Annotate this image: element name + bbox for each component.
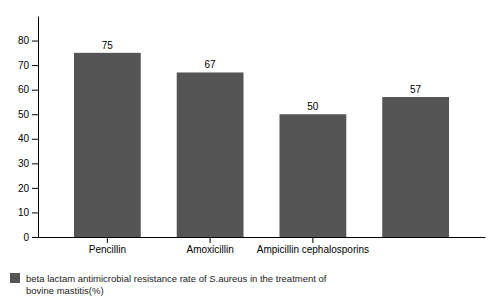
plot: 0 10 20 30 40 50 60 70 80 Pencillin Amoxicillin Amp…	[18, 17, 486, 256]
data-labels: 75 67 50 57	[102, 40, 422, 112]
y-tick-mark	[32, 114, 38, 115]
y-tick-mark	[32, 212, 38, 213]
x-tick: Ampicillin cephalosporins	[257, 237, 369, 255]
y-tick: 10	[18, 207, 38, 218]
data-label: 57	[410, 84, 422, 95]
x-tick-label: Pencillin	[89, 244, 126, 255]
y-tick-label: 50	[18, 109, 30, 120]
data-label: 67	[205, 59, 217, 70]
chart: 0 10 20 30 40 50 60 70 80 Pencillin Amoxicillin Amp…	[0, 0, 500, 307]
bar	[74, 53, 141, 237]
y-tick-label: 0	[23, 232, 29, 243]
y-tick-label: 10	[18, 207, 30, 218]
y-tick-mark	[32, 163, 38, 164]
y-tick-mark	[32, 41, 38, 42]
x-tick-label: Amoxicillin	[187, 244, 234, 255]
y-tick-label: 60	[18, 84, 30, 95]
y-tick-label: 40	[18, 133, 30, 144]
bar	[177, 72, 244, 237]
data-label: 75	[102, 40, 114, 51]
y-axis-line	[38, 17, 39, 238]
y-tick: 20	[18, 183, 38, 194]
y-tick: 30	[18, 158, 38, 169]
y-tick-mark	[32, 65, 38, 66]
x-tick-mark	[210, 237, 211, 243]
y-tick-mark	[32, 188, 38, 189]
legend-label: beta lactam antimicrobial resistance rat…	[26, 273, 327, 296]
y-tick: 80	[18, 35, 38, 46]
y-tick: 50	[18, 109, 38, 120]
y-tick-mark	[32, 237, 38, 238]
y-tick-mark	[32, 139, 38, 140]
x-tick-mark	[312, 237, 313, 243]
y-tick: 60	[18, 84, 38, 95]
y-tick: 70	[18, 60, 38, 71]
y-tick: 0	[23, 232, 38, 243]
x-tick-mark	[107, 237, 108, 243]
bars	[74, 53, 449, 237]
y-tick-label: 80	[18, 35, 30, 46]
data-label: 50	[307, 101, 319, 112]
y-tick-mark	[32, 90, 38, 91]
y-tick: 40	[18, 133, 38, 144]
x-axis-line	[39, 237, 486, 238]
x-tick-label: Ampicillin cephalosporins	[257, 244, 369, 255]
legend-swatch	[10, 273, 20, 283]
legend: beta lactam antimicrobial resistance rat…	[10, 273, 327, 296]
x-axis: Pencillin Amoxicillin Ampicillin cephalosp…	[39, 237, 486, 255]
bar	[382, 97, 449, 237]
bar	[279, 114, 346, 237]
y-tick-label: 20	[18, 183, 30, 194]
y-tick-label: 70	[18, 60, 30, 71]
y-axis: 0 10 20 30 40 50 60 70 80	[18, 17, 39, 243]
y-tick-label: 30	[18, 158, 30, 169]
x-tick: Pencillin	[89, 237, 126, 255]
x-tick: Amoxicillin	[187, 237, 234, 255]
